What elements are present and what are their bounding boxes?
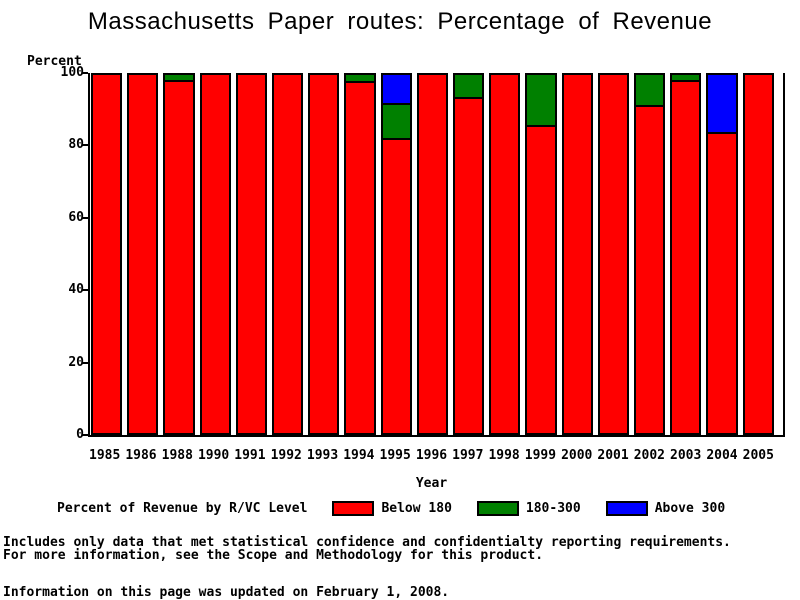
x-axis-labels: 1985 1986 1988 1990 1991 1992 1993 1994 1995 1996…: [88, 448, 775, 463]
x-tick-label-1985: 1985: [89, 448, 121, 463]
bar-segment-below-180: [599, 75, 628, 433]
bar-segment-below-180: [274, 75, 302, 433]
bar-1986: [127, 73, 159, 435]
legend-item-180-300: 180-300: [476, 501, 581, 516]
legend-label: Above 300: [654, 501, 726, 516]
plot-area: [88, 73, 785, 437]
bar-segment-180-300: [165, 75, 193, 81]
x-tick-label-1996: 1996: [415, 448, 448, 463]
bar-1998: [489, 73, 521, 435]
y-tick-mark: [82, 72, 88, 74]
y-axis-label: Percent: [27, 54, 82, 69]
bar-1992: [272, 73, 304, 435]
x-tick-label-2004: 2004: [706, 448, 738, 463]
bar-2001: [597, 73, 630, 435]
x-tick-label-1992: 1992: [270, 448, 302, 463]
bar-segment-below-180: [237, 75, 266, 433]
y-tick-label-100: 100: [60, 65, 84, 80]
bar-segment-180-300: [527, 75, 555, 126]
y-tick-label-20: 20: [68, 354, 84, 370]
footer-note-confidentiality: Includes only data that met statistical …: [3, 535, 731, 550]
bar-segment-below-180: [672, 80, 700, 433]
legend-item-above-300: Above 300: [605, 501, 726, 516]
legend-label: 180-300: [525, 501, 581, 516]
bar-2000: [561, 73, 593, 435]
x-tick-label-1995: 1995: [379, 448, 411, 463]
x-tick-label-1986: 1986: [125, 448, 157, 463]
bar-segment-below-180: [636, 105, 664, 433]
bar-segment-below-180: [201, 75, 229, 433]
legend-swatch-above-300: [605, 501, 648, 516]
bar-1985: [91, 73, 123, 435]
x-tick-label-2002: 2002: [633, 448, 665, 463]
x-tick-label-2003: 2003: [670, 448, 702, 463]
bar-segment-180-300: [636, 75, 664, 106]
bar-2003: [670, 73, 702, 435]
x-tick-label-2001: 2001: [597, 448, 629, 463]
x-tick-label-1993: 1993: [306, 448, 339, 463]
bar-segment-below-180: [491, 75, 519, 433]
x-tick-label-1998: 1998: [488, 448, 520, 463]
footer-note-methodology: For more information, see the Scope and …: [3, 548, 544, 563]
legend: Percent of Revenue by R/VC Level Below 1…: [57, 501, 750, 516]
footer-note-updated: Information on this page was updated on …: [3, 585, 450, 600]
legend-title: Percent of Revenue by R/VC Level: [57, 501, 308, 516]
x-tick-label-1991: 1991: [234, 448, 266, 463]
bar-segment-below-180: [129, 75, 157, 433]
y-tick-label-80: 80: [68, 137, 84, 153]
bar-segment-below-180: [93, 75, 121, 433]
bar-segment-180-300: [455, 75, 483, 98]
legend-swatch-below-180: [332, 501, 375, 516]
x-axis-title: Year: [415, 476, 448, 491]
x-tick-label-1988: 1988: [161, 448, 193, 463]
y-tick-mark: [82, 434, 88, 436]
x-tick-label-1999: 1999: [524, 448, 557, 463]
bar-1995: [380, 73, 412, 435]
x-tick-label-1990: 1990: [197, 448, 230, 463]
bar-2004: [706, 73, 738, 435]
bar-2002: [634, 73, 666, 435]
bar-1994: [344, 73, 376, 435]
bar-segment-below-180: [346, 80, 374, 433]
x-tick-label-1994: 1994: [343, 448, 375, 463]
bar-1997: [453, 73, 485, 435]
bar-segment-above-300: [382, 75, 410, 103]
bar-segment-below-180: [455, 97, 483, 433]
legend-label: Below 180: [381, 501, 452, 516]
bar-segment-below-180: [382, 137, 410, 433]
y-tick-label-60: 60: [68, 209, 84, 225]
bar-segment-180-300: [672, 75, 700, 81]
y-tick-mark: [82, 289, 88, 292]
bar-1990: [199, 73, 231, 435]
y-tick-label-0: 0: [76, 427, 84, 442]
bar-segment-below-180: [744, 75, 772, 433]
page-title: Massachusetts Paper routes: Percentage o…: [87, 8, 713, 35]
x-tick-label-2000: 2000: [561, 448, 593, 463]
y-tick-mark: [82, 361, 88, 364]
x-tick-label-2005: 2005: [742, 448, 774, 463]
bar-segment-180-300: [346, 75, 374, 81]
bar-segment-above-300: [708, 75, 736, 133]
y-tick-mark: [82, 216, 88, 219]
bar-segment-below-180: [708, 132, 736, 433]
bar-segment-below-180: [165, 80, 193, 433]
bar-segment-below-180: [527, 125, 555, 433]
y-tick-label-40: 40: [68, 282, 84, 298]
bar-1988: [163, 73, 195, 435]
legend-items: Below 180 180-300 Above 300: [332, 501, 750, 516]
bar-2005: [742, 73, 774, 435]
bar-1991: [235, 73, 268, 435]
legend-swatch-180-300: [476, 501, 519, 516]
bar-1999: [525, 73, 557, 435]
y-tick-mark: [82, 144, 88, 147]
legend-item-below-180: Below 180: [332, 501, 452, 516]
bar-segment-180-300: [382, 102, 410, 138]
bar-segment-below-180: [310, 75, 338, 433]
bar-1996: [416, 73, 449, 435]
bar-segment-below-180: [418, 75, 447, 433]
bar-1993: [308, 73, 340, 435]
bar-segment-below-180: [563, 75, 591, 433]
x-tick-label-1997: 1997: [452, 448, 484, 463]
